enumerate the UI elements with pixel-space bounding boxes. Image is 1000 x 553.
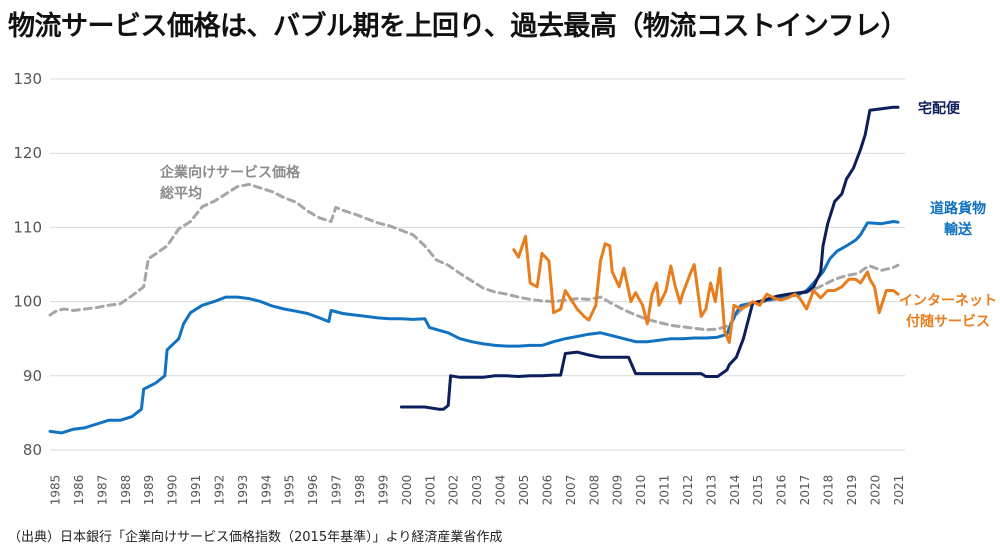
- series-label-1: 道路貨物輸送: [930, 200, 986, 238]
- x-tick-label: 1996: [306, 475, 320, 506]
- series-label-line: 企業向けサービス価格: [159, 164, 301, 181]
- x-tick-label: 1986: [72, 475, 86, 506]
- x-tick-label: 2003: [470, 475, 484, 506]
- x-axis-ticks: 1985 1986 1987 1988 1989 1990 1991 1992 1993 1994…: [49, 475, 906, 506]
- x-tick-label: 2021: [892, 475, 906, 506]
- x-tick-label: 2001: [423, 475, 437, 506]
- x-tick-label: 1989: [142, 475, 156, 506]
- series-label-0: 企業向けサービス価格総平均: [159, 164, 301, 202]
- series-line-0: [48, 182, 900, 332]
- x-tick-label: 2018: [822, 475, 836, 506]
- series-label-line: インターネット: [899, 293, 997, 309]
- x-tick-label: 2002: [447, 475, 461, 506]
- y-tick-label: 130: [13, 70, 42, 88]
- x-tick-label: 2010: [634, 475, 648, 506]
- series-label-3: インターネット付随サービス: [899, 293, 997, 330]
- x-tick-label: 2000: [400, 475, 414, 506]
- x-tick-label: 1997: [330, 475, 344, 506]
- y-axis-ticks: 80 90 100 110 120 130: [13, 70, 42, 459]
- x-tick-label: 2011: [658, 475, 672, 506]
- grid-lines: [50, 78, 905, 451]
- series-label-line: 宅配便: [918, 100, 961, 117]
- series-label-line: 道路貨物: [930, 200, 986, 217]
- x-tick-label: 2017: [798, 475, 812, 506]
- x-tick-label: 2005: [517, 475, 531, 506]
- series-label-line: 輸送: [944, 221, 973, 238]
- series-line-1: [48, 220, 900, 435]
- y-tick-label: 120: [13, 144, 42, 162]
- chart-title: 物流サービス価格は、バブル期を上回り、過去最高（物流コストインフレ）: [8, 11, 908, 42]
- y-tick-label: 80: [23, 441, 42, 459]
- x-tick-label: 1988: [119, 475, 133, 506]
- x-tick-label: 1992: [212, 475, 226, 506]
- x-tick-label: 1999: [376, 475, 390, 506]
- x-tick-label: 1987: [95, 475, 109, 506]
- x-tick-label: 2019: [845, 475, 859, 506]
- series-line-2: [399, 105, 900, 411]
- y-tick-label: 90: [23, 367, 42, 385]
- x-tick-label: 2004: [494, 475, 508, 506]
- x-tick-label: 2015: [751, 475, 765, 506]
- x-tick-label: 1985: [49, 475, 63, 506]
- x-tick-label: 1994: [259, 475, 273, 506]
- x-tick-label: 1995: [283, 475, 297, 506]
- series-line-3: [512, 234, 900, 344]
- series-lines: [48, 105, 900, 435]
- series-label-2: 宅配便: [918, 100, 961, 117]
- x-tick-label: 2014: [728, 475, 742, 506]
- x-tick-label: 1993: [236, 475, 250, 506]
- x-tick-label: 2013: [704, 475, 718, 506]
- series-label-line: 総平均: [160, 185, 202, 202]
- x-tick-label: 1998: [353, 475, 367, 506]
- x-tick-label: 2016: [775, 475, 789, 506]
- x-tick-label: 1990: [166, 475, 180, 506]
- x-tick-label: 2008: [587, 475, 601, 506]
- x-tick-label: 2020: [868, 475, 882, 506]
- series-label-line: 付随サービス: [906, 313, 990, 330]
- x-tick-label: 1991: [189, 475, 203, 506]
- source-note: （出典）日本銀行「企業向けサービス価格指数（2015年基準）」より経済産業省作成: [8, 530, 503, 545]
- x-tick-label: 2009: [611, 475, 625, 506]
- y-tick-label: 100: [13, 293, 42, 311]
- y-tick-label: 110: [13, 218, 42, 236]
- x-tick-label: 2006: [540, 475, 554, 506]
- x-tick-label: 2012: [681, 475, 695, 506]
- x-tick-label: 2007: [564, 475, 578, 506]
